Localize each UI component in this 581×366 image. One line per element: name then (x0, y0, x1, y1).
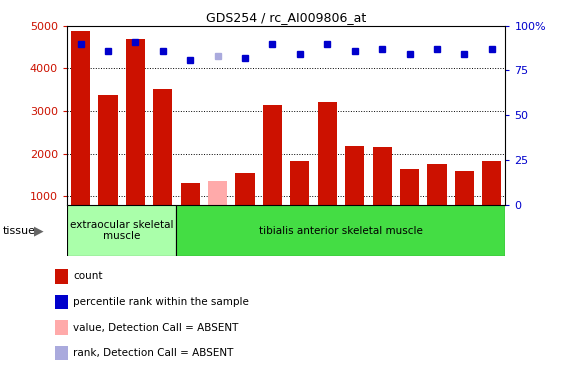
Text: GSM4243: GSM4243 (103, 208, 113, 254)
Text: GSM5563: GSM5563 (404, 208, 414, 254)
Bar (482, 161, 501, 205)
Bar (259, 205, 286, 256)
Bar (177, 205, 505, 256)
Bar (318, 102, 337, 205)
Bar (235, 173, 254, 205)
Text: GSM5560: GSM5560 (322, 208, 332, 254)
Bar (98, 95, 117, 205)
Bar (478, 205, 505, 256)
Bar (121, 205, 149, 256)
Bar (372, 147, 392, 205)
Bar (55, 295, 69, 309)
Text: ▶: ▶ (34, 224, 44, 237)
Bar (455, 171, 474, 205)
Text: GSM5555: GSM5555 (240, 208, 250, 255)
Bar (208, 181, 227, 205)
Text: value, Detection Call = ABSENT: value, Detection Call = ABSENT (73, 322, 239, 333)
Text: extraocular skeletal
muscle: extraocular skeletal muscle (70, 220, 173, 242)
Bar (396, 205, 423, 256)
Bar (341, 205, 368, 256)
Bar (451, 205, 478, 256)
Bar (55, 346, 69, 361)
Text: GSM5553: GSM5553 (185, 208, 195, 254)
Text: GSM5564: GSM5564 (432, 208, 442, 254)
Text: GSM5565: GSM5565 (460, 208, 469, 254)
Bar (428, 164, 447, 205)
Bar (67, 205, 94, 256)
Title: GDS254 / rc_AI009806_at: GDS254 / rc_AI009806_at (206, 11, 366, 25)
Text: rank, Detection Call = ABSENT: rank, Detection Call = ABSENT (73, 348, 234, 358)
Bar (204, 205, 231, 256)
Bar (67, 205, 177, 256)
Bar (55, 320, 69, 335)
Bar (290, 161, 310, 205)
Bar (314, 205, 341, 256)
Bar (423, 205, 451, 256)
Text: GSM5562: GSM5562 (377, 208, 387, 254)
Text: GSM4244: GSM4244 (130, 208, 141, 254)
Bar (149, 205, 177, 256)
Bar (125, 39, 145, 205)
Bar (286, 205, 314, 256)
Bar (181, 183, 200, 205)
Bar (345, 146, 364, 205)
Bar (177, 205, 204, 256)
Bar (263, 105, 282, 205)
Bar (368, 205, 396, 256)
Text: tibialis anterior skeletal muscle: tibialis anterior skeletal muscle (259, 225, 423, 236)
Text: GSM5566: GSM5566 (487, 208, 497, 254)
Text: GSM4245: GSM4245 (158, 208, 168, 254)
Text: GSM5554: GSM5554 (213, 208, 223, 254)
Text: tissue: tissue (3, 225, 36, 236)
Bar (71, 31, 90, 205)
Bar (231, 205, 259, 256)
Text: GSM5557: GSM5557 (267, 208, 278, 255)
Text: GSM4242: GSM4242 (76, 208, 85, 254)
Text: count: count (73, 271, 103, 281)
Bar (55, 269, 69, 284)
Bar (94, 205, 121, 256)
Bar (400, 169, 419, 205)
Text: percentile rank within the sample: percentile rank within the sample (73, 297, 249, 307)
Text: GSM5561: GSM5561 (350, 208, 360, 254)
Bar (153, 89, 173, 205)
Text: GSM5559: GSM5559 (295, 208, 305, 254)
